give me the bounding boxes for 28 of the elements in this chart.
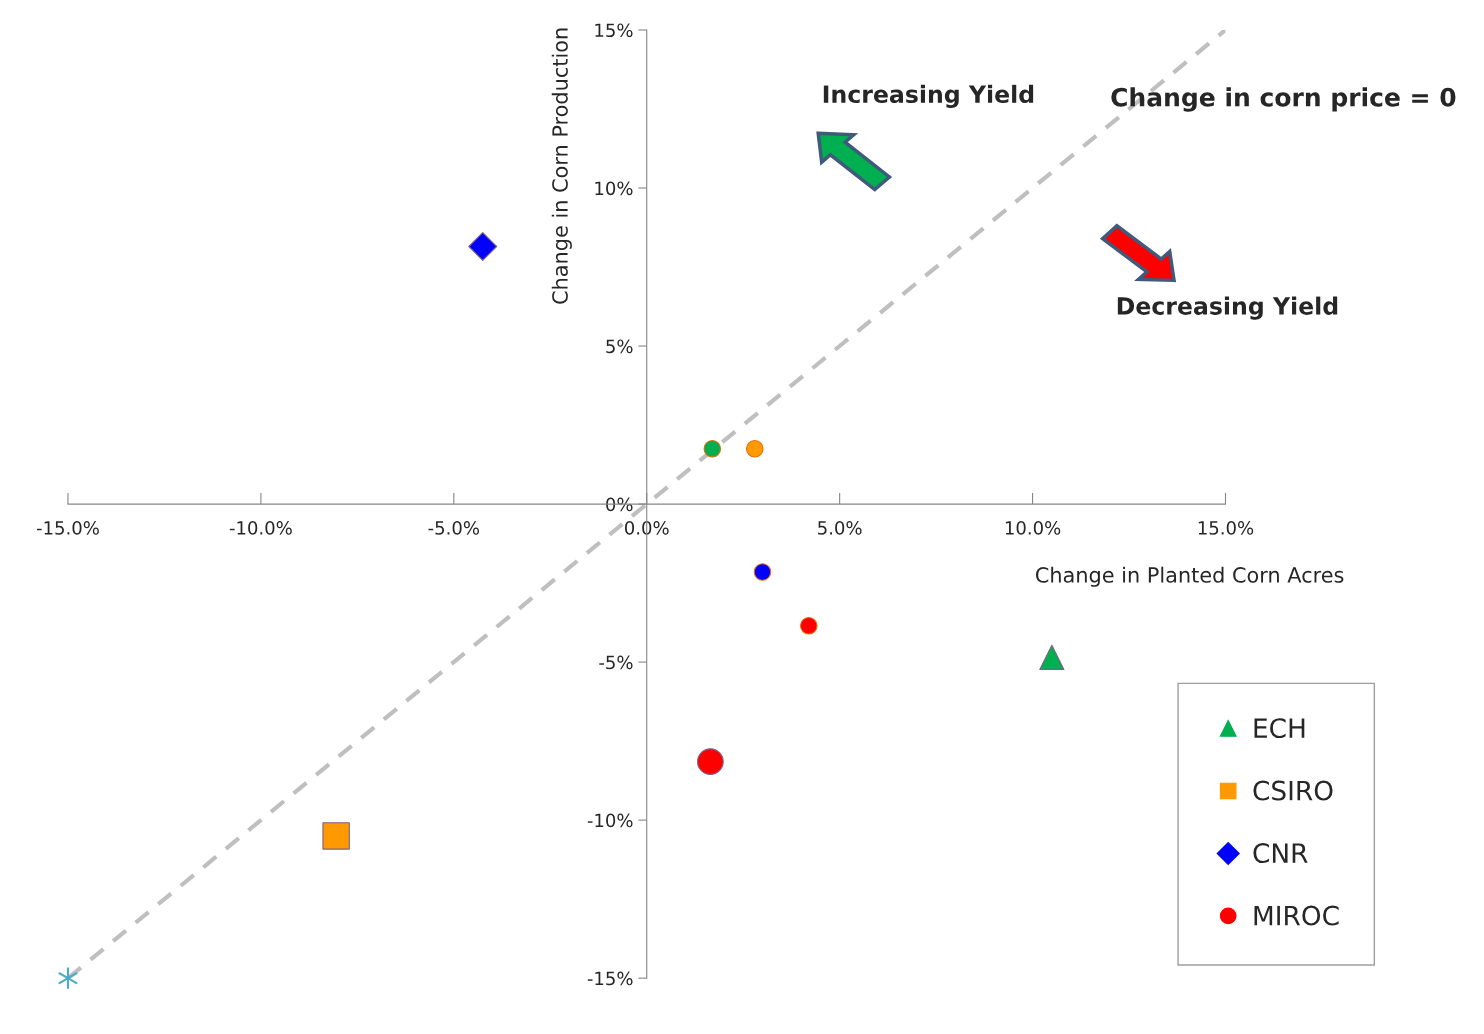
x-tick-label: 10.0%	[1005, 521, 1061, 535]
y-tick-label: 15%	[595, 23, 633, 38]
y-tick-label: 0%	[606, 497, 633, 512]
legend-label: ECH	[1254, 718, 1305, 739]
annotation: Increasing Yield	[823, 84, 1034, 108]
legend-label: CNR	[1253, 843, 1308, 864]
point	[1039, 644, 1065, 670]
x-tick-label: 5.0%	[818, 521, 862, 535]
y-tick-label: -5%	[599, 655, 633, 670]
y-tick-label: -15%	[587, 971, 633, 986]
point	[58, 967, 78, 990]
annotation: Change in corn price = 0	[1111, 87, 1456, 112]
x-tick-label: -10.0%	[229, 521, 292, 535]
x-tick-label: 0.0%	[624, 521, 669, 535]
x-tick-label: -15.0%	[36, 521, 99, 535]
x-tick-label: 15.0%	[1198, 521, 1254, 535]
y-axis-title: Change in Corn Production	[551, 28, 572, 304]
legend-label: CSIRO	[1253, 780, 1333, 801]
legend-label: MIROC	[1254, 905, 1339, 926]
annotation: Decreasing Yield	[1117, 296, 1338, 320]
x-tick-label: -5.0%	[428, 521, 479, 535]
y-tick-label: -10%	[587, 813, 633, 828]
x-axis-title: Change in Planted Corn Acres	[1035, 566, 1344, 587]
point	[697, 748, 724, 776]
point	[322, 822, 350, 850]
point	[468, 232, 498, 261]
y-tick-label: 5%	[606, 339, 633, 354]
y-tick-label: 10%	[595, 181, 633, 196]
